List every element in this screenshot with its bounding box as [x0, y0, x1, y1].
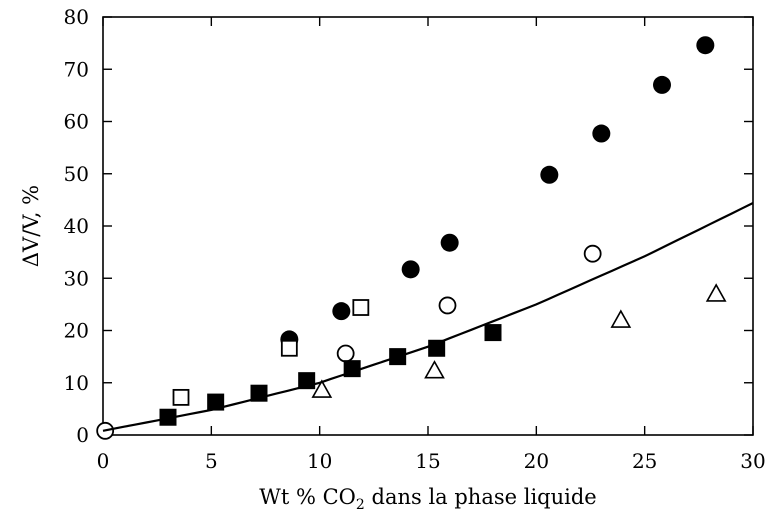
x-tick-label: 30	[740, 449, 765, 473]
open-circle-point	[336, 344, 355, 363]
filled-square-point	[207, 393, 225, 411]
x-tick-label: 5	[205, 449, 218, 473]
y-tick-label: 0	[76, 423, 89, 447]
filled-circle-point	[440, 233, 459, 252]
x-tick-label: 25	[632, 449, 657, 473]
open-triangle-point	[311, 379, 333, 398]
open-circle-point	[438, 296, 457, 315]
axis-ticks: 0 5 10 15 20 25 30 0 10 20 30 40 50 60 70 80	[64, 5, 766, 473]
open-triangle-point	[610, 309, 632, 328]
filled-circle-point	[653, 75, 671, 94]
open-square-point	[352, 299, 370, 316]
filled-circle-point	[401, 260, 420, 279]
open-triangle-point	[424, 360, 445, 379]
y-tick-label: 10	[64, 371, 89, 395]
y-tick-label: 60	[64, 110, 89, 134]
x-axis-label-suffix: dans la phase liquide	[365, 485, 597, 509]
y-tick-label: 50	[64, 162, 89, 186]
open-square-point	[280, 339, 298, 357]
x-axis-label-subscript: 2	[356, 497, 365, 513]
open-triangle-point	[705, 283, 727, 302]
filled-circle-point	[696, 36, 715, 55]
filled-square-point	[484, 324, 502, 342]
open-circle-point	[583, 244, 602, 263]
x-tick-label: 15	[415, 449, 440, 473]
y-tick-label: 80	[64, 5, 89, 29]
y-tick-label: 20	[64, 319, 89, 343]
x-axis-label: Wt % CO2 dans la phase liquide	[259, 485, 596, 513]
y-tick-label: 70	[64, 57, 89, 81]
y-tick-label: 30	[64, 266, 89, 290]
data-marks	[96, 36, 754, 440]
x-tick-label: 10	[307, 449, 332, 473]
y-tick-label: 40	[64, 214, 89, 238]
fit-curve	[102, 202, 754, 432]
filled-circle-point	[332, 302, 351, 321]
filled-circle-point	[540, 165, 559, 184]
y-axis-label: ΔV/V, %	[19, 185, 43, 267]
x-tick-label: 20	[524, 449, 549, 473]
open-square-point	[172, 388, 190, 406]
x-tick-label: 0	[97, 449, 110, 473]
filled-circle-point	[592, 124, 611, 143]
